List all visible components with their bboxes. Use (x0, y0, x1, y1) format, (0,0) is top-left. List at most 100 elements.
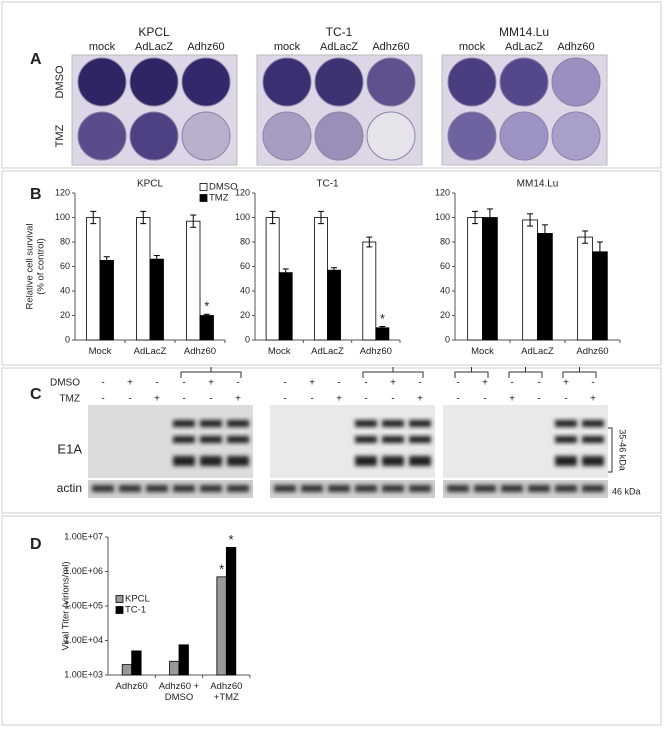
y-tick-label: 60 (240, 261, 250, 271)
lane-sign: - (182, 394, 185, 405)
bar (136, 217, 151, 341)
bar (149, 258, 164, 341)
legend-swatch (115, 606, 124, 614)
y-tick-label: 60 (60, 261, 70, 271)
well (181, 57, 231, 107)
lane-sign: - (101, 394, 104, 405)
e1a-band (582, 420, 604, 427)
x-tick-label: Mock (88, 346, 112, 357)
actin-band (382, 485, 404, 492)
x-tick-label: AdLacZ (133, 346, 167, 357)
x-tick-label-box: AdLacZ (311, 346, 344, 357)
lane-sign: - (418, 378, 421, 389)
x-tick-label-box: Mock (471, 346, 494, 357)
lane-sign: - (391, 394, 394, 405)
actin-band (501, 485, 523, 492)
e1a-band (227, 456, 249, 466)
bracket (508, 367, 543, 378)
group-title: KPCL (138, 25, 170, 39)
y-tick-label: 100 (435, 212, 450, 222)
x-tick-label: Adhz60 +TMZ (210, 681, 243, 703)
e1a-band (200, 456, 222, 466)
y-tick-label: 0 (445, 334, 450, 344)
well (262, 111, 312, 161)
blot-actin (443, 480, 608, 498)
y-axis-label: Viral Titer (virions/ml) (61, 561, 72, 650)
well (551, 57, 601, 107)
well (499, 57, 549, 107)
legend-swatch (199, 194, 208, 202)
bar (537, 233, 553, 341)
y-tick-label: 100 (55, 212, 70, 222)
lane-sign: - (537, 394, 540, 405)
error-bar (140, 210, 147, 225)
bar (327, 269, 341, 341)
error-bar (269, 210, 276, 225)
annotation: * (380, 311, 385, 326)
chart-title: TC-1 (316, 179, 339, 190)
actin-band (409, 485, 431, 492)
well (129, 111, 179, 161)
lane-sign: - (155, 378, 158, 389)
well (129, 57, 179, 107)
e1a-band (173, 436, 195, 443)
error-bar (379, 326, 386, 330)
panel-letter: B (30, 186, 42, 203)
legend-swatch (199, 183, 208, 191)
lane-sign: + (154, 394, 160, 405)
x-tick-label: Adhz60 (115, 681, 148, 692)
lane-sign: - (310, 394, 313, 405)
bar (265, 217, 280, 341)
y-tick-label: 1.00E+03 (64, 669, 103, 679)
error-bar (282, 268, 289, 277)
e1a-band (382, 420, 404, 427)
actin-band (528, 485, 550, 492)
lane-sign: - (483, 394, 486, 405)
blot-e1a (443, 405, 608, 478)
actin-band (119, 485, 141, 492)
e1a-band (173, 420, 195, 427)
lane-sign: - (236, 378, 239, 389)
lane-sign: - (537, 378, 540, 389)
error-bar (486, 208, 493, 227)
x-tick-label-box: Adhz60 +TMZ (210, 681, 243, 703)
well (366, 111, 416, 161)
band-label: E1A (57, 441, 82, 456)
blot-e1a (88, 405, 253, 478)
bar (216, 576, 227, 676)
bar (577, 236, 593, 341)
legend-swatch (115, 595, 124, 603)
actin-band (200, 485, 222, 492)
bar (225, 546, 237, 676)
legend-label: KPCL (125, 594, 150, 605)
lane-sign: + (235, 394, 241, 405)
lane-sign: - (182, 378, 185, 389)
actin-band (274, 485, 296, 492)
panel-frame (1, 1, 662, 169)
y-tick-label: 100 (235, 212, 250, 222)
x-tick-label: AdLacZ (521, 346, 554, 357)
well (262, 57, 312, 107)
bar (375, 327, 390, 341)
actin-band (355, 485, 377, 492)
y-tick-label: 1.00E+04 (64, 635, 103, 645)
e1a-band (409, 436, 431, 443)
row-label: TMZ (59, 394, 80, 405)
band-label: actin (57, 481, 82, 495)
y-tick-label: 120 (235, 187, 250, 197)
row-label: TMZ (54, 124, 66, 147)
error-bar (527, 213, 534, 227)
e1a-band (227, 420, 249, 427)
lane-sign: + (590, 394, 596, 405)
y-tick-label: 60 (440, 261, 450, 271)
lane-sign: - (564, 394, 567, 405)
e1a-band (382, 436, 404, 443)
x-tick-label: Adhz60 (359, 346, 392, 357)
y-tick-label: 120 (55, 187, 70, 197)
y-tick-label: 1.00E+07 (64, 531, 103, 541)
bracket (454, 367, 489, 378)
lane-sign: - (456, 394, 459, 405)
e1a-band (200, 436, 222, 443)
x-tick-label: Adhz60 (576, 346, 609, 357)
